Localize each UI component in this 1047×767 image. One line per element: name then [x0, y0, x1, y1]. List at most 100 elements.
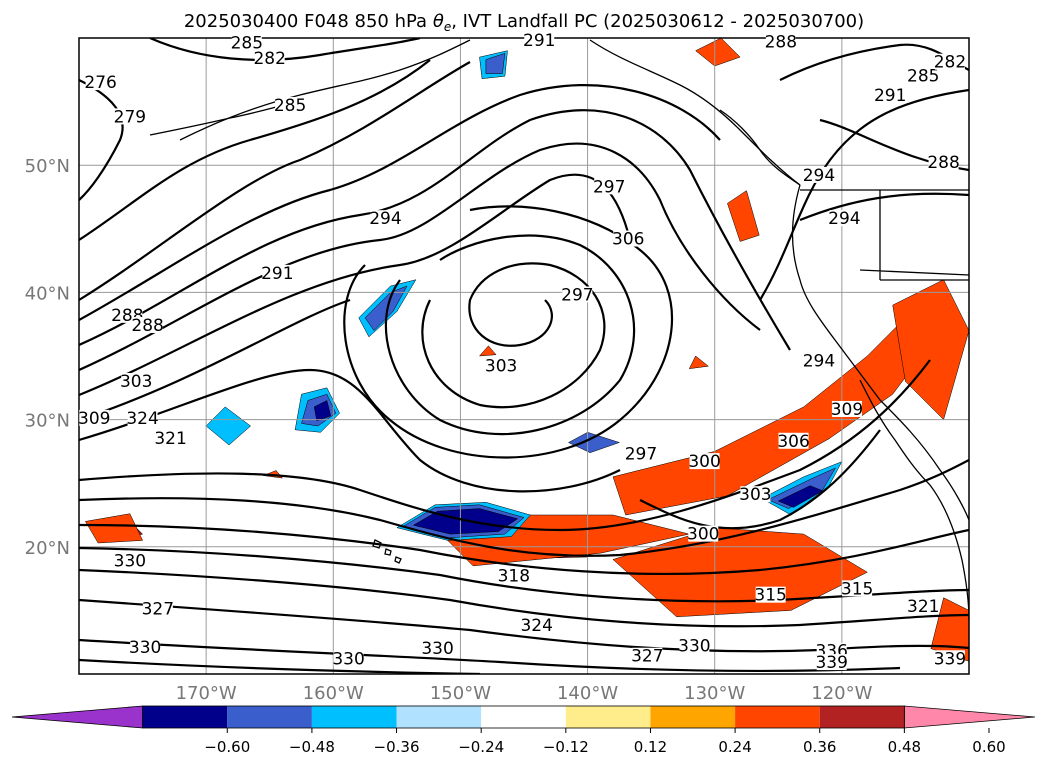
contour-label: 300 — [687, 525, 719, 545]
contour-label-bg — [908, 67, 939, 84]
contour-line — [343, 205, 673, 459]
contour-label-bg — [755, 586, 786, 603]
contour-line — [79, 359, 931, 532]
contour-label: 309 — [831, 400, 863, 420]
contour-label: 318 — [498, 567, 530, 587]
colorbar-tick-label: −0.24 — [458, 738, 504, 756]
contour-label: 279 — [114, 107, 146, 127]
contour-label-bg — [333, 650, 364, 667]
x-tick-label: 150°W — [430, 683, 491, 704]
contour-label: 282 — [253, 49, 285, 69]
contour-label-bg — [778, 432, 809, 449]
contour-label-bg — [562, 286, 593, 303]
contour-line — [79, 658, 481, 674]
colorbar-tick-label: 0.48 — [888, 738, 921, 756]
contour-line — [79, 523, 969, 576]
ivt-shade-region — [478, 345, 497, 357]
contour-label: 330 — [114, 551, 146, 571]
contour-label: 306 — [612, 230, 644, 250]
contour-label-bg — [625, 445, 656, 462]
contour-label-bg — [594, 178, 625, 195]
contour-label-bg — [85, 74, 116, 91]
contour-label-bg — [632, 647, 663, 664]
contour-line — [79, 142, 761, 372]
contour-label-bg — [740, 486, 771, 503]
contour-label-bg — [254, 49, 285, 66]
pacific-nw-coast — [791, 184, 969, 521]
contour-label-bg — [370, 210, 401, 227]
contour-line — [79, 298, 351, 422]
contour-label: 291 — [523, 31, 555, 51]
colorbar-bin — [396, 706, 482, 728]
x-tick-label: 120°W — [811, 683, 872, 704]
coastlines — [149, 39, 969, 621]
contour-line — [79, 459, 969, 557]
contour-label: 291 — [874, 86, 906, 106]
y-axis-ticks: 50°N 40°N 30°N 20°N — [25, 156, 70, 559]
contour-labels: 2852822762792852942912882883033243093212… — [78, 31, 966, 673]
alaska-coast — [179, 39, 471, 141]
contour-label: 339 — [815, 653, 847, 673]
contour-label: 297 — [593, 177, 625, 197]
contour-label: 339 — [934, 649, 966, 669]
contour-line — [384, 234, 636, 436]
x-tick-label: 130°W — [684, 683, 745, 704]
contour-label: 294 — [803, 166, 835, 186]
contour-label: 276 — [84, 73, 116, 93]
colorbar-extend-low — [11, 705, 144, 729]
contour-label-bg — [79, 409, 110, 426]
contour-label: 306 — [777, 432, 809, 452]
contour-line — [639, 429, 881, 530]
contour-label-bg — [132, 317, 163, 334]
map-frame — [78, 37, 970, 675]
contour-label-bg — [486, 357, 517, 374]
canada-coast — [719, 109, 801, 186]
y-tick-label: 20°N — [25, 538, 70, 559]
aleutian-chain — [149, 105, 281, 136]
colorbar-tick-label: 0.60 — [972, 738, 1005, 756]
contour-label: 297 — [625, 444, 657, 464]
contour-label-bg — [875, 86, 906, 103]
x-tick-label: 160°W — [303, 683, 364, 704]
contour-line — [149, 38, 421, 61]
contour-label: 285 — [274, 96, 306, 116]
colorbar-bin — [735, 706, 820, 728]
x-tick-label: 170°W — [176, 683, 237, 704]
contour-label: 324 — [520, 616, 552, 636]
colorbar-outline — [142, 705, 905, 729]
contour-label-bg — [908, 598, 939, 615]
colorbar-tick-label: −0.60 — [204, 738, 250, 756]
colorbar-bin — [227, 706, 312, 728]
contour-label: 321 — [907, 597, 939, 617]
ivt-shade-region — [313, 400, 331, 422]
contour-label: 327 — [142, 600, 174, 620]
y-tick-label: 40°N — [25, 283, 70, 304]
baja-coast — [859, 379, 931, 486]
contour-label-bg — [155, 430, 186, 447]
contour-line — [79, 568, 969, 628]
contour-label-bg — [934, 53, 965, 70]
state-borders — [859, 190, 969, 281]
contour-line — [79, 638, 901, 672]
contour-line — [759, 88, 969, 301]
contour-label: 321 — [154, 429, 186, 449]
contour-line — [799, 192, 969, 222]
contour-label: 285 — [231, 34, 263, 54]
contour-label-bg — [613, 230, 644, 247]
contour-label-bg — [422, 640, 453, 657]
contour-label-bg — [934, 650, 965, 667]
ivt-shade-region — [364, 285, 408, 331]
contour-label-bg — [803, 352, 834, 369]
chart-title: 2025030400 F048 850 hPa θe, IVT Landfall… — [184, 11, 864, 34]
contour-line — [79, 61, 471, 301]
contour-label-bg — [121, 372, 152, 389]
contour-label-bg — [231, 34, 262, 51]
ivt-shade-region — [727, 190, 760, 242]
colorbar-bin — [650, 706, 736, 728]
colorbar-bin — [142, 706, 228, 728]
contour-label: 330 — [678, 637, 710, 657]
contour-label-bg — [816, 654, 847, 671]
contour-label-bg — [521, 617, 552, 634]
contour-label-bg — [842, 580, 873, 597]
